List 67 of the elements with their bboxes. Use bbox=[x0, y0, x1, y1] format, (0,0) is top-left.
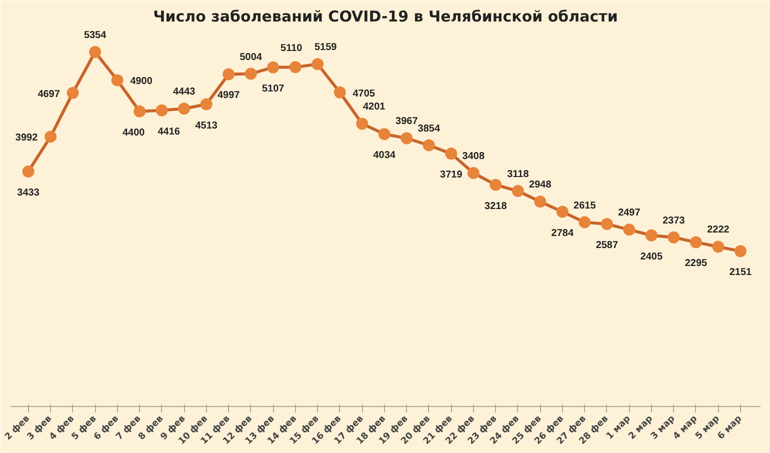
data-label: 4900 bbox=[130, 76, 153, 88]
data-label: 5354 bbox=[84, 30, 107, 42]
point bbox=[66, 86, 79, 99]
point bbox=[156, 104, 168, 116]
data-label: 4697 bbox=[38, 88, 60, 100]
data-label: 2784 bbox=[551, 228, 574, 239]
point bbox=[334, 86, 346, 98]
point bbox=[289, 61, 302, 74]
point bbox=[556, 206, 568, 218]
data-label: 2405 bbox=[640, 251, 664, 262]
point bbox=[534, 196, 546, 208]
point bbox=[712, 240, 724, 253]
data-label: 3854 bbox=[418, 123, 440, 134]
point bbox=[356, 118, 368, 130]
data-label: 3408 bbox=[462, 151, 485, 162]
point bbox=[378, 128, 390, 140]
point bbox=[578, 216, 591, 228]
data-label: 4705 bbox=[352, 88, 376, 100]
data-label: 2222 bbox=[707, 224, 730, 236]
data-label: 2948 bbox=[529, 180, 552, 191]
point bbox=[44, 130, 57, 143]
point bbox=[267, 61, 280, 74]
point bbox=[445, 148, 458, 160]
point bbox=[734, 245, 746, 258]
data-label: 2497 bbox=[618, 208, 641, 219]
data-label: 5110 bbox=[280, 43, 303, 54]
data-label: 4201 bbox=[363, 102, 386, 113]
data-label: 3433 bbox=[17, 187, 40, 198]
data-label: 4416 bbox=[158, 126, 180, 138]
data-label: 5004 bbox=[240, 52, 262, 63]
point bbox=[200, 98, 212, 110]
point bbox=[467, 167, 480, 179]
point bbox=[690, 236, 702, 248]
chart-title: Число заболеваний COVID-19 в Челябинской области bbox=[153, 8, 618, 26]
point bbox=[89, 46, 102, 58]
point bbox=[490, 178, 502, 191]
data-label: 2151 bbox=[729, 267, 752, 278]
point bbox=[422, 139, 435, 152]
point bbox=[512, 185, 524, 198]
data-label: 4997 bbox=[217, 90, 240, 102]
data-label: 4513 bbox=[195, 120, 218, 132]
point bbox=[178, 102, 190, 115]
point bbox=[22, 165, 34, 178]
data-label: 3967 bbox=[396, 116, 418, 128]
point bbox=[244, 68, 257, 80]
point bbox=[134, 105, 146, 118]
point bbox=[312, 58, 324, 70]
data-label: 4443 bbox=[172, 86, 196, 98]
data-label: 2295 bbox=[684, 258, 708, 270]
data-label: 3992 bbox=[15, 132, 38, 144]
data-label: 3719 bbox=[440, 170, 463, 181]
point bbox=[400, 132, 413, 144]
data-label: 2373 bbox=[662, 215, 686, 226]
point bbox=[600, 218, 613, 230]
point bbox=[222, 68, 235, 80]
data-label: 4034 bbox=[373, 150, 396, 162]
data-label: 5107 bbox=[262, 83, 285, 94]
data-label: 3218 bbox=[484, 200, 508, 212]
data-label: 2615 bbox=[574, 200, 596, 212]
point bbox=[623, 224, 636, 236]
data-label: 2587 bbox=[596, 240, 618, 252]
point bbox=[645, 229, 658, 242]
point bbox=[111, 74, 124, 86]
point bbox=[668, 231, 680, 244]
data-label: 3118 bbox=[507, 169, 530, 180]
data-label: 4400 bbox=[122, 127, 146, 138]
data-label: 5159 bbox=[314, 42, 338, 54]
